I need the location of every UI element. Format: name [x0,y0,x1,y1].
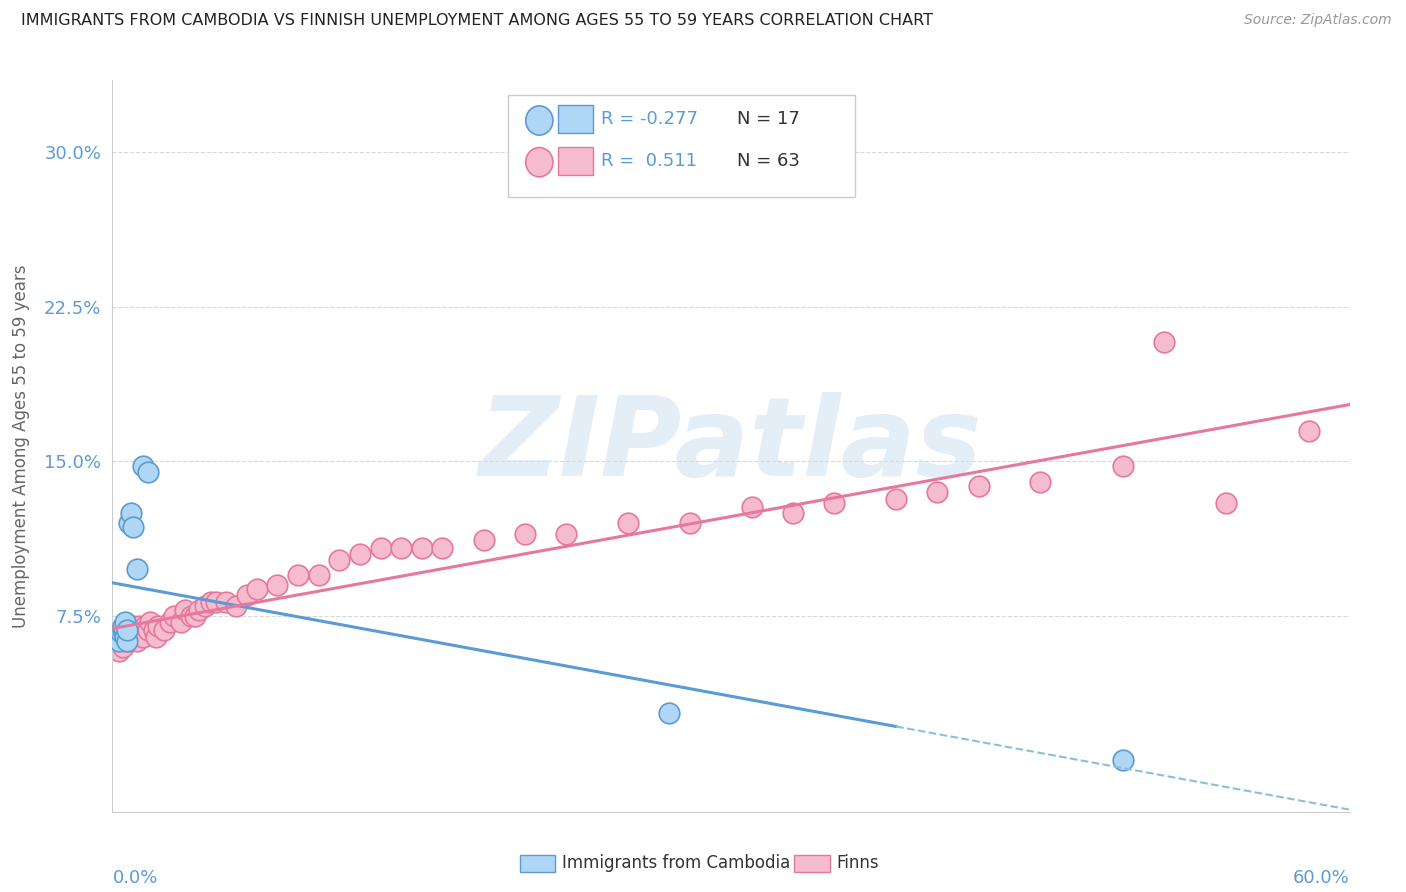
Point [142,624,165,638]
Point [110,636,132,650]
Point [153,624,176,638]
Point [308,567,330,582]
Point [287,567,309,582]
Point [823,496,845,510]
Point [370,541,392,555]
Text: ZIPatlas: ZIPatlas [479,392,983,500]
Point [1153,334,1175,349]
Point [173,603,195,617]
Point [118,516,141,531]
Point [1112,753,1135,767]
Y-axis label: Unemployment Among Ages 55 to 59 years: Unemployment Among Ages 55 to 59 years [13,264,30,628]
Point [1298,424,1320,438]
Point [349,547,371,561]
Point [389,541,412,555]
Ellipse shape [526,106,553,135]
Point [118,624,141,638]
Point [107,633,129,648]
Text: R = -0.277: R = -0.277 [602,110,699,128]
Point [741,500,763,514]
Point [131,624,153,638]
Point [927,485,949,500]
Point [169,615,191,629]
Point [127,633,149,648]
Point [114,630,136,644]
Point [132,458,155,473]
Text: Finns: Finns [837,855,879,872]
Point [184,609,207,624]
Text: Immigrants from Cambodia: Immigrants from Cambodia [562,855,790,872]
Point [124,624,146,638]
Point [679,516,702,531]
Point [127,561,149,575]
Point [159,615,181,629]
Point [145,630,167,644]
Text: R =  0.511: R = 0.511 [602,152,697,169]
Point [194,599,217,613]
Point [782,506,804,520]
Point [134,619,156,633]
Ellipse shape [526,147,553,177]
Point [884,491,907,506]
Point [111,630,134,644]
Point [132,630,155,644]
Point [114,615,136,629]
Point [1112,458,1135,473]
Point [136,624,159,638]
Point [114,624,136,638]
Point [111,624,134,638]
Point [215,594,238,608]
Point [188,603,211,617]
Point [266,578,288,592]
Point [115,624,138,638]
Text: IMMIGRANTS FROM CAMBODIA VS FINNISH UNEMPLOYMENT AMONG AGES 55 TO 59 YEARS CORRE: IMMIGRANTS FROM CAMBODIA VS FINNISH UNEM… [21,13,934,29]
Point [114,633,136,648]
Point [138,615,160,629]
Point [115,625,138,640]
Point [111,619,134,633]
Text: 0.0%: 0.0% [112,870,157,888]
Point [246,582,269,597]
Point [200,594,222,608]
Point [120,506,142,520]
Point [328,553,350,567]
Point [107,644,129,658]
Point [658,706,681,720]
Text: N = 17: N = 17 [737,110,800,128]
FancyBboxPatch shape [558,147,592,175]
FancyBboxPatch shape [558,105,592,133]
Point [204,594,226,608]
Text: N = 63: N = 63 [737,152,800,169]
Point [120,630,142,644]
Point [1215,496,1237,510]
Point [225,599,247,613]
Point [118,633,141,648]
Point [555,526,578,541]
Text: Source: ZipAtlas.com: Source: ZipAtlas.com [1244,13,1392,28]
Point [472,533,495,547]
Point [617,516,640,531]
Point [105,630,128,644]
Point [115,633,138,648]
Point [146,619,169,633]
Point [432,541,454,555]
Point [122,520,145,534]
Point [235,588,257,602]
Point [1029,475,1052,489]
Point [122,619,145,633]
FancyBboxPatch shape [509,95,855,197]
Point [110,625,132,640]
Point [136,465,159,479]
Point [513,526,536,541]
Point [967,479,990,493]
Point [163,609,186,624]
Point [180,609,202,624]
Point [122,630,145,644]
Point [111,640,134,654]
Text: 60.0%: 60.0% [1294,870,1350,888]
Point [411,541,433,555]
Point [128,619,150,633]
